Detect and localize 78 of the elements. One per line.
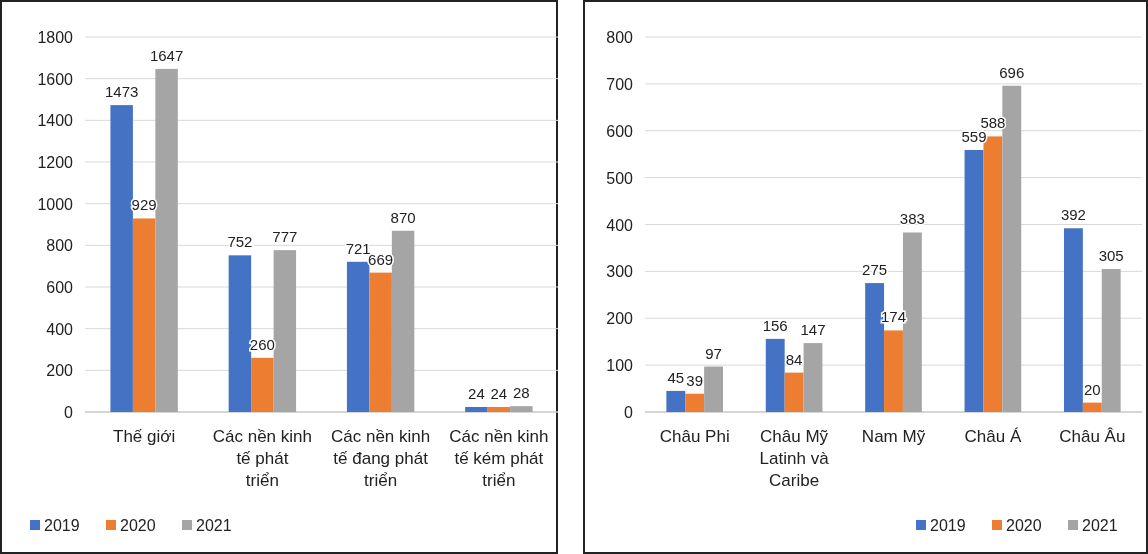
bar bbox=[228, 255, 252, 412]
bar bbox=[465, 407, 488, 412]
y-tick-label: 400 bbox=[46, 320, 74, 338]
bar bbox=[487, 407, 511, 412]
x-tick-label: Thế giới bbox=[113, 427, 176, 446]
legend-label: 2019 bbox=[44, 517, 80, 534]
data-label: 1473 bbox=[104, 83, 139, 101]
y-tick-label: 1000 bbox=[37, 195, 74, 213]
bar bbox=[1063, 228, 1083, 412]
y-tick-label: 1400 bbox=[37, 112, 74, 130]
data-label: 97 bbox=[705, 344, 722, 362]
bar bbox=[666, 390, 686, 412]
y-tick-label: 0 bbox=[64, 404, 74, 421]
y-tick-label: 200 bbox=[606, 310, 634, 328]
data-label: 1647 bbox=[149, 46, 184, 64]
y-tick-label: 100 bbox=[606, 357, 634, 375]
data-label: 669 bbox=[368, 250, 394, 268]
y-tick-label: 300 bbox=[606, 263, 634, 281]
bar bbox=[1082, 402, 1102, 412]
data-label: 147 bbox=[800, 321, 826, 339]
legend-label: 2019 bbox=[930, 517, 966, 534]
bar bbox=[884, 330, 903, 412]
bar bbox=[704, 366, 724, 412]
y-tick-label: 600 bbox=[606, 122, 634, 140]
data-label: 752 bbox=[227, 233, 253, 251]
bar bbox=[369, 272, 392, 412]
data-label: 305 bbox=[1098, 247, 1124, 265]
x-tick-label: Nam Mỹ bbox=[861, 427, 926, 446]
bar bbox=[685, 393, 705, 412]
x-tick-label: Châu Phi bbox=[659, 427, 730, 446]
data-label: 156 bbox=[762, 316, 788, 334]
bar bbox=[784, 372, 804, 412]
y-tick-label: 800 bbox=[46, 237, 74, 255]
bar bbox=[964, 149, 984, 412]
y-tick-label: 200 bbox=[46, 362, 74, 380]
y-tick-label: 800 bbox=[606, 29, 634, 46]
bar bbox=[765, 338, 785, 412]
data-label: 383 bbox=[899, 210, 925, 228]
y-tick-label: 400 bbox=[606, 216, 634, 234]
data-label: 45 bbox=[667, 368, 685, 386]
x-tick-label: Châu Âu bbox=[1059, 427, 1126, 446]
data-label: 28 bbox=[513, 384, 530, 402]
x-tick-label: Châu Á bbox=[964, 427, 1022, 446]
y-tick-label: 1800 bbox=[37, 29, 74, 46]
data-label: 24 bbox=[468, 385, 485, 402]
bar bbox=[273, 250, 297, 412]
y-tick-label: 500 bbox=[606, 169, 634, 187]
y-tick-label: 0 bbox=[624, 404, 634, 421]
legend-label: 2021 bbox=[1082, 517, 1118, 534]
bar bbox=[251, 357, 274, 412]
bar bbox=[132, 218, 156, 412]
y-tick-label: 1200 bbox=[37, 154, 74, 171]
bar bbox=[346, 261, 370, 412]
data-label: 39 bbox=[686, 371, 704, 389]
bar bbox=[1101, 269, 1121, 412]
bar bbox=[803, 343, 823, 412]
legend-label: 2020 bbox=[1006, 517, 1042, 534]
bar bbox=[155, 68, 178, 412]
x-tick-label: Các nền kinh tế đang phát triển bbox=[331, 427, 431, 490]
data-label: 275 bbox=[862, 261, 888, 279]
bar bbox=[510, 406, 533, 412]
x-tick-label: Các nền kinh tế kém phát triển bbox=[449, 427, 549, 490]
y-tick-label: 700 bbox=[606, 75, 634, 93]
legend-label: 2020 bbox=[120, 517, 156, 534]
bar bbox=[391, 230, 415, 412]
legend-label: 2021 bbox=[196, 517, 232, 534]
data-label: 777 bbox=[272, 228, 298, 246]
x-tick-label: Các nền kinh tế phát triển bbox=[212, 427, 312, 490]
data-label: 20 bbox=[1083, 380, 1101, 398]
data-label: 870 bbox=[390, 208, 416, 226]
y-tick-label: 1600 bbox=[37, 70, 74, 88]
data-label: 84 bbox=[785, 350, 803, 368]
bar bbox=[110, 105, 133, 412]
y-tick-label: 600 bbox=[46, 279, 74, 296]
x-tick-label: Châu Mỹ Latinh và Caribe bbox=[759, 427, 830, 490]
data-label: 696 bbox=[999, 63, 1025, 81]
data-label: 392 bbox=[1060, 206, 1086, 224]
data-label: 24 bbox=[490, 385, 508, 402]
